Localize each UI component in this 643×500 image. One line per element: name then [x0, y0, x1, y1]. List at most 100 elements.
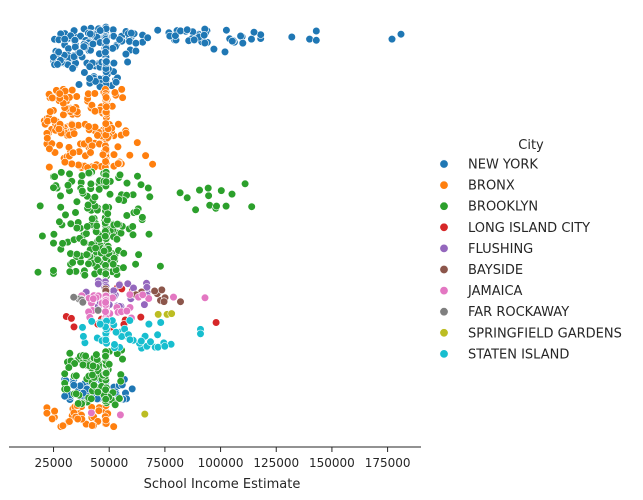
- legend-marker-brooklyn: [439, 201, 449, 211]
- data-point-brooklyn: [86, 179, 95, 188]
- legend-label-long-island-city: LONG ISLAND CITY: [468, 221, 590, 236]
- data-point-brooklyn: [227, 190, 237, 199]
- data-point-new-york: [101, 74, 111, 84]
- data-point-brooklyn: [101, 269, 110, 278]
- data-point-bayside: [157, 285, 166, 295]
- data-point-staten-island: [78, 323, 87, 332]
- data-point-jamaica: [101, 307, 110, 316]
- legend-marker-bayside: [439, 264, 449, 274]
- data-point-brooklyn: [122, 179, 132, 188]
- data-point-brooklyn: [84, 168, 93, 178]
- data-point-brooklyn: [113, 220, 122, 229]
- data-point-brooklyn: [83, 222, 92, 231]
- legend-label-new-york: NEW YORK: [468, 158, 538, 173]
- data-point-new-york: [68, 64, 77, 73]
- data-point-bronx: [109, 422, 118, 431]
- data-point-brooklyn: [101, 352, 110, 361]
- data-point-bronx: [58, 421, 68, 430]
- data-point-bronx: [74, 160, 83, 170]
- data-point-jamaica: [122, 306, 131, 316]
- data-point-brooklyn: [91, 244, 100, 253]
- data-point-bronx: [94, 406, 103, 415]
- data-point-new-york: [101, 48, 110, 57]
- data-point-brooklyn: [241, 179, 250, 188]
- data-point-bronx: [118, 93, 127, 102]
- data-point-staten-island: [156, 318, 165, 327]
- data-point-staten-island: [160, 342, 169, 351]
- data-point-new-york: [109, 58, 118, 68]
- data-point-brooklyn: [68, 258, 77, 267]
- data-point-brooklyn: [105, 360, 114, 369]
- data-point-brooklyn: [191, 205, 200, 214]
- data-point-brooklyn: [63, 181, 73, 190]
- data-point-brooklyn: [131, 260, 140, 269]
- data-point-bronx: [110, 88, 119, 97]
- data-point-new-york: [247, 34, 256, 44]
- data-point-bronx: [90, 89, 99, 98]
- data-point-bronx: [65, 417, 74, 426]
- data-point-brooklyn: [62, 384, 72, 394]
- data-point-bronx: [148, 160, 157, 169]
- data-point-brooklyn: [81, 351, 90, 361]
- legend-marker-far-rockaway: [439, 307, 449, 317]
- data-point-brooklyn: [103, 209, 112, 218]
- data-point-new-york: [74, 80, 84, 89]
- data-point-new-york: [228, 36, 237, 46]
- data-point-bronx: [114, 120, 123, 129]
- data-point-brooklyn: [87, 394, 96, 403]
- legend-label-far-rockaway: FAR ROCKAWAY: [468, 305, 569, 320]
- data-point-bronx: [90, 107, 100, 116]
- data-point-brooklyn: [57, 168, 66, 177]
- data-point-brooklyn: [65, 349, 74, 358]
- data-point-brooklyn: [89, 381, 98, 390]
- data-point-bronx: [73, 414, 82, 424]
- data-point-staten-island: [120, 324, 129, 334]
- data-point-new-york: [70, 36, 79, 45]
- data-point-bronx: [55, 89, 64, 98]
- data-point-brooklyn: [88, 214, 97, 223]
- data-point-staten-island: [79, 332, 88, 341]
- data-point-staten-island: [96, 320, 105, 329]
- data-point-bronx: [68, 105, 77, 114]
- data-point-bronx: [68, 85, 77, 95]
- data-point-brooklyn: [95, 185, 104, 194]
- data-point-brooklyn: [136, 180, 146, 189]
- x-tick-label: 175000: [365, 456, 411, 470]
- data-point-brooklyn: [82, 229, 91, 238]
- data-point-brooklyn: [83, 200, 93, 210]
- data-point-brooklyn: [114, 195, 123, 204]
- data-point-brooklyn: [72, 389, 81, 398]
- data-point-brooklyn: [101, 232, 110, 241]
- data-point-new-york: [115, 35, 124, 44]
- data-point-brooklyn: [138, 213, 147, 222]
- data-point-brooklyn: [109, 260, 118, 269]
- data-point-jamaica: [200, 293, 210, 302]
- x-tick-label: 100000: [198, 456, 244, 470]
- data-point-bronx: [86, 148, 95, 157]
- data-point-bronx: [102, 102, 111, 111]
- data-point-brooklyn: [204, 191, 213, 200]
- data-point-brooklyn: [58, 239, 67, 248]
- data-point-new-york: [312, 26, 321, 36]
- data-point-new-york: [183, 25, 192, 34]
- data-point-brooklyn: [90, 193, 99, 202]
- data-point-new-york: [200, 38, 209, 48]
- data-point-brooklyn: [195, 186, 204, 195]
- data-point-bronx: [72, 92, 81, 101]
- data-point-staten-island: [101, 335, 110, 345]
- data-point-bronx: [60, 158, 70, 167]
- data-point-brooklyn: [72, 250, 81, 259]
- data-point-bronx: [87, 141, 97, 150]
- data-point-new-york: [200, 31, 209, 40]
- data-point-new-york: [312, 36, 321, 45]
- data-point-jamaica: [101, 298, 110, 307]
- data-point-brooklyn: [71, 208, 80, 217]
- legend-items: NEW YORK BRONX BROOKLYN LONG ISLAND CITY FLU…: [439, 158, 622, 362]
- data-point-bronx: [93, 131, 102, 140]
- legend-marker-bronx: [439, 180, 449, 190]
- data-point-brooklyn: [88, 361, 98, 371]
- data-point-brooklyn: [111, 400, 120, 409]
- data-point-new-york: [249, 28, 259, 37]
- data-point-brooklyn: [72, 371, 81, 380]
- data-point-bronx: [45, 163, 54, 172]
